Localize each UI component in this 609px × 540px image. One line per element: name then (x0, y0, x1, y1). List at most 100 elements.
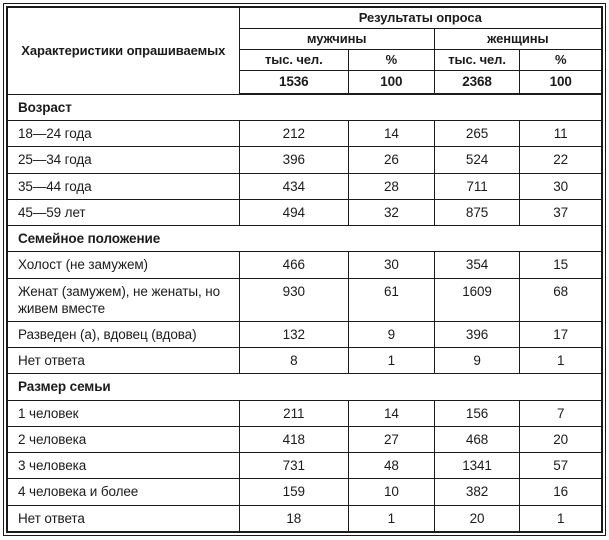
table-row: 45—59 лет 494 32 875 37 (6, 198, 603, 227)
row-label: 35—44 года (6, 172, 240, 201)
cell-value: 466 (238, 251, 350, 279)
total-women-thousands: 2368 (433, 69, 521, 95)
cell-value: 211 (238, 399, 350, 427)
total-women-percent: 100 (519, 69, 603, 95)
table-row: Женат (замужем), не женаты, но живем вме… (6, 277, 603, 322)
cell-value: 16 (519, 478, 603, 506)
row-label: Нет ответа (6, 347, 240, 375)
table-row: Нет ответа 18 1 20 1 (6, 504, 603, 533)
results-header-cell: Результаты опроса (238, 6, 603, 29)
cell-value: 30 (348, 251, 435, 279)
unit-header-men-thousands: тыс. чел. (238, 48, 350, 71)
cell-value: 22 (519, 146, 603, 174)
cell-value: 68 (519, 277, 603, 322)
cell-value: 8 (238, 347, 350, 375)
cell-value: 396 (433, 320, 521, 349)
cell-value: 18 (238, 504, 350, 533)
cell-value: 156 (433, 399, 521, 427)
survey-results-table: Характеристики опрашиваемых Результаты о… (6, 6, 603, 533)
cell-value: 731 (238, 452, 350, 480)
row-label: Холост (не замужем) (6, 251, 240, 279)
unit-header-men-percent: % (348, 48, 435, 71)
row-label: 2 человека (6, 425, 240, 454)
table-row: Нет ответа 8 1 9 1 (6, 347, 603, 375)
cell-value: 159 (238, 478, 350, 506)
table-row: 35—44 года 434 28 711 30 (6, 172, 603, 201)
section-title: Семейное положение (6, 225, 603, 253)
cell-value: 132 (238, 320, 350, 349)
cell-value: 14 (348, 120, 435, 148)
row-label: Нет ответа (6, 504, 240, 533)
cell-value: 15 (519, 251, 603, 279)
cell-value: 48 (348, 452, 435, 480)
unit-header-women-percent: % (519, 48, 603, 71)
table-row: 4 человека и более 159 10 382 16 (6, 478, 603, 506)
section-title: Размер семьи (6, 373, 603, 401)
section-header-row: Возраст (6, 93, 603, 122)
cell-value: 524 (433, 146, 521, 174)
section-header-row: Размер семьи (6, 373, 603, 401)
unit-header-women-thousands: тыс. чел. (433, 48, 521, 71)
cell-value: 20 (433, 504, 521, 533)
cell-value: 32 (348, 198, 435, 227)
cell-value: 9 (348, 320, 435, 349)
cell-value: 14 (348, 399, 435, 427)
section-title: Возраст (6, 93, 603, 122)
cell-value: 1341 (433, 452, 521, 480)
table-row: Разведен (а), вдовец (вдова) 132 9 396 17 (6, 320, 603, 349)
row-label: 4 человека и более (6, 478, 240, 506)
row-label: 45—59 лет (6, 198, 240, 227)
section-header-row: Семейное положение (6, 225, 603, 253)
row-label: Разведен (а), вдовец (вдова) (6, 320, 240, 349)
cell-value: 711 (433, 172, 521, 201)
total-men-percent: 100 (348, 69, 435, 95)
cell-value: 9 (433, 347, 521, 375)
cell-value: 468 (433, 425, 521, 454)
cell-value: 57 (519, 452, 603, 480)
cell-value: 20 (519, 425, 603, 454)
row-label: 1 человек (6, 399, 240, 427)
cell-value: 61 (348, 277, 435, 322)
cell-value: 434 (238, 172, 350, 201)
table-row: 2 человека 418 27 468 20 (6, 425, 603, 454)
cell-value: 30 (519, 172, 603, 201)
table-header: Характеристики опрашиваемых Результаты о… (6, 6, 603, 95)
cell-value: 382 (433, 478, 521, 506)
total-men-thousands: 1536 (238, 69, 350, 95)
table-row: 1 человек 211 14 156 7 (6, 399, 603, 427)
cell-value: 11 (519, 120, 603, 148)
cell-value: 1609 (433, 277, 521, 322)
cell-value: 26 (348, 146, 435, 174)
corner-header-cell: Характеристики опрашиваемых (6, 6, 240, 95)
row-label: 18—24 года (6, 120, 240, 148)
cell-value: 27 (348, 425, 435, 454)
cell-value: 17 (519, 320, 603, 349)
cell-value: 265 (433, 120, 521, 148)
cell-value: 494 (238, 198, 350, 227)
cell-value: 875 (433, 198, 521, 227)
row-label: 3 человека (6, 452, 240, 480)
table-row: 25—34 года 396 26 524 22 (6, 146, 603, 174)
cell-value: 1 (519, 347, 603, 375)
header-row-results: Характеристики опрашиваемых Результаты о… (6, 6, 603, 95)
table-row: 18—24 года 212 14 265 11 (6, 120, 603, 148)
cell-value: 28 (348, 172, 435, 201)
cell-value: 7 (519, 399, 603, 427)
cell-value: 10 (348, 478, 435, 506)
totals-row: 1536 100 2368 100 (7, 69, 603, 95)
table-row: 3 человека 731 48 1341 57 (6, 452, 603, 480)
cell-value: 1 (348, 347, 435, 375)
cell-value: 418 (238, 425, 350, 454)
cell-value: 396 (238, 146, 350, 174)
group-header-men: мужчины (238, 27, 435, 50)
cell-value: 37 (519, 198, 603, 227)
table-row: Холост (не замужем) 466 30 354 15 (6, 251, 603, 279)
cell-value: 930 (238, 277, 350, 322)
cell-value: 212 (238, 120, 350, 148)
row-label: 25—34 года (6, 146, 240, 174)
cell-value: 354 (433, 251, 521, 279)
group-header-women: женщины (433, 27, 603, 50)
cell-value: 1 (348, 504, 435, 533)
cell-value: 1 (519, 504, 603, 533)
